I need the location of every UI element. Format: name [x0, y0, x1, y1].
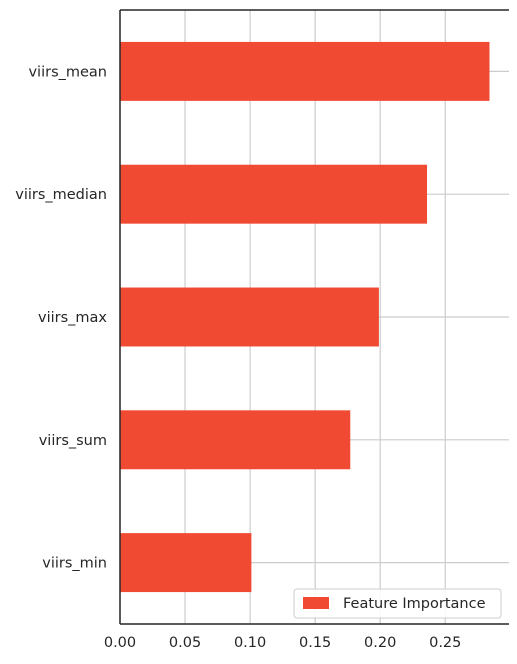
y-tick-label: viirs_min — [42, 556, 107, 572]
bar-viirs-max — [120, 287, 379, 347]
x-tick-label: 0.25 — [429, 635, 461, 651]
x-tick-label: 0.05 — [169, 635, 201, 651]
bar-viirs-mean — [120, 41, 490, 101]
x-tick-label: 0.20 — [364, 635, 396, 651]
y-tick-label: viirs_mean — [28, 64, 107, 80]
bar-viirs-median — [120, 164, 428, 224]
legend: Feature Importance — [293, 588, 502, 619]
y-tick-label: viirs_max — [38, 310, 107, 326]
x-tick-labels: 0.00 0.05 0.10 0.15 0.20 0.25 — [104, 635, 462, 651]
bar-viirs-sum — [120, 410, 351, 470]
y-tick-labels: viirs_mean viirs_median viirs_max viirs_sum… — [15, 64, 107, 571]
legend-swatch — [303, 597, 329, 609]
bar-viirs-min — [120, 533, 252, 593]
bars — [120, 41, 490, 593]
axes — [119, 9, 509, 625]
x-tick-label: 0.15 — [299, 635, 331, 651]
x-tick-label: 0.10 — [234, 635, 266, 651]
x-tick-label: 0.00 — [104, 635, 136, 651]
y-tick-label: viirs_sum — [39, 433, 107, 449]
legend-box — [293, 588, 502, 619]
y-tick-label: viirs_median — [15, 187, 107, 203]
legend-label: Feature Importance — [343, 596, 486, 612]
